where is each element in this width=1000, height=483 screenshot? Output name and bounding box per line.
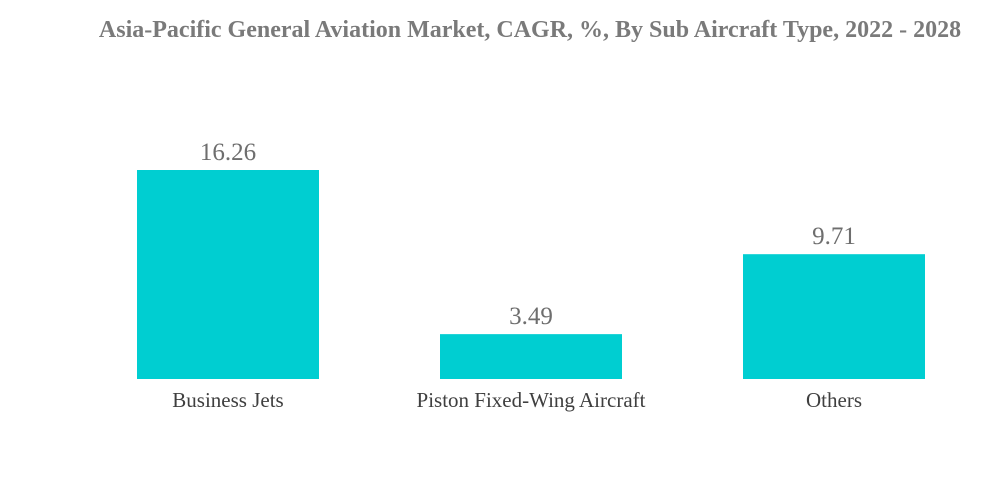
- bar-2: [440, 334, 622, 379]
- bars-layer: [137, 170, 925, 379]
- bar-3: [743, 254, 925, 379]
- bar-value-label: 9.71: [812, 223, 856, 250]
- bar-1: [137, 170, 319, 379]
- category-label: Piston Fixed-Wing Aircraft: [417, 388, 646, 412]
- chart-title: Asia-Pacific General Aviation Market, CA…: [98, 17, 962, 43]
- category-label: Business Jets: [172, 388, 283, 412]
- bar-value-label: 3.49: [509, 303, 553, 330]
- value-labels-layer: 16.26 3.49 9.71: [200, 139, 856, 330]
- category-labels-layer: Business Jets Piston Fixed-Wing Aircraft O…: [172, 388, 862, 412]
- bar-value-label: 16.26: [200, 139, 256, 166]
- category-label: Others: [806, 388, 862, 412]
